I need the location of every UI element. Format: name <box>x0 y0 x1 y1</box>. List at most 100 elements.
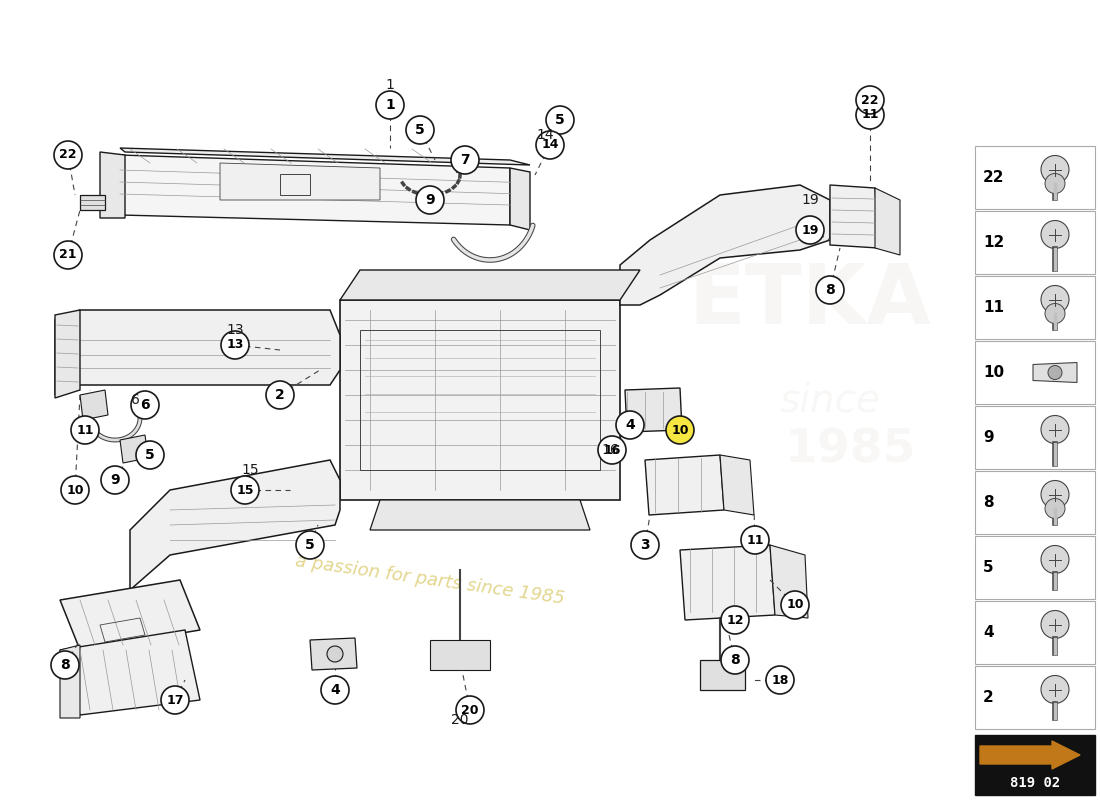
Text: 15: 15 <box>236 483 254 497</box>
Circle shape <box>1048 366 1062 379</box>
Circle shape <box>720 606 749 634</box>
Circle shape <box>1045 303 1065 323</box>
Circle shape <box>451 146 478 174</box>
Circle shape <box>60 476 89 504</box>
Circle shape <box>1041 415 1069 443</box>
Circle shape <box>72 416 99 444</box>
Text: 819 02: 819 02 <box>1010 776 1060 790</box>
Text: 9: 9 <box>110 473 120 487</box>
Text: 10: 10 <box>671 423 689 437</box>
Text: 1985: 1985 <box>784 427 915 473</box>
Circle shape <box>666 416 694 444</box>
Text: 1: 1 <box>386 78 395 92</box>
Circle shape <box>598 436 626 464</box>
Polygon shape <box>340 300 620 500</box>
Polygon shape <box>55 310 80 398</box>
Circle shape <box>416 186 444 214</box>
Polygon shape <box>645 455 724 515</box>
Circle shape <box>856 86 884 114</box>
Polygon shape <box>60 645 80 718</box>
Polygon shape <box>830 185 878 248</box>
Text: 9: 9 <box>426 193 434 207</box>
Text: 8: 8 <box>825 283 835 297</box>
Circle shape <box>221 331 249 359</box>
Text: 10: 10 <box>66 483 84 497</box>
Polygon shape <box>340 270 640 300</box>
Circle shape <box>1045 498 1065 518</box>
Text: 4: 4 <box>983 625 993 640</box>
Text: 9: 9 <box>983 430 993 445</box>
Circle shape <box>1041 286 1069 314</box>
Text: 21: 21 <box>59 249 77 262</box>
Text: 11: 11 <box>746 534 763 546</box>
FancyArrow shape <box>980 741 1080 769</box>
Text: 5: 5 <box>983 560 993 575</box>
Circle shape <box>546 106 574 134</box>
Text: 19: 19 <box>801 193 818 207</box>
Polygon shape <box>55 310 340 395</box>
Circle shape <box>781 591 808 619</box>
Circle shape <box>101 466 129 494</box>
Circle shape <box>1045 174 1065 194</box>
Text: 14: 14 <box>536 128 553 142</box>
Text: 8: 8 <box>730 653 740 667</box>
Text: 5: 5 <box>145 448 155 462</box>
Text: 13: 13 <box>227 338 244 351</box>
Polygon shape <box>120 435 148 463</box>
Text: 5: 5 <box>305 538 315 552</box>
Circle shape <box>816 276 844 304</box>
Circle shape <box>1041 610 1069 638</box>
Text: 19: 19 <box>801 223 818 237</box>
Polygon shape <box>620 185 830 305</box>
Circle shape <box>54 141 82 169</box>
Polygon shape <box>60 630 200 715</box>
Polygon shape <box>700 660 745 690</box>
Circle shape <box>796 216 824 244</box>
Text: 5: 5 <box>415 123 425 137</box>
Circle shape <box>161 686 189 714</box>
Text: 2: 2 <box>275 388 285 402</box>
Circle shape <box>266 381 294 409</box>
FancyBboxPatch shape <box>975 735 1094 795</box>
Circle shape <box>1041 481 1069 509</box>
Polygon shape <box>120 155 510 225</box>
Text: since: since <box>780 381 880 419</box>
Text: 10: 10 <box>786 598 804 611</box>
Polygon shape <box>80 195 104 210</box>
Text: 12: 12 <box>983 235 1004 250</box>
Text: 14: 14 <box>541 138 559 151</box>
Circle shape <box>376 91 404 119</box>
Circle shape <box>406 116 434 144</box>
Text: 4: 4 <box>330 683 340 697</box>
Circle shape <box>54 241 82 269</box>
Circle shape <box>131 391 160 419</box>
Polygon shape <box>310 638 358 670</box>
Circle shape <box>1041 546 1069 574</box>
Polygon shape <box>80 390 108 420</box>
Polygon shape <box>100 152 125 218</box>
Circle shape <box>136 441 164 469</box>
Circle shape <box>1041 675 1069 703</box>
Circle shape <box>536 131 564 159</box>
Text: 6: 6 <box>140 398 150 412</box>
Polygon shape <box>120 148 530 165</box>
Polygon shape <box>770 545 808 618</box>
Text: 7: 7 <box>460 153 470 167</box>
Text: 17: 17 <box>166 694 184 706</box>
Text: ETKA: ETKA <box>689 259 932 341</box>
Text: 1: 1 <box>385 98 395 112</box>
Text: 20: 20 <box>451 713 469 727</box>
Text: 16: 16 <box>601 443 619 457</box>
Text: 16: 16 <box>603 443 620 457</box>
Text: 20: 20 <box>461 703 478 717</box>
Circle shape <box>327 646 343 662</box>
Circle shape <box>1041 221 1069 249</box>
Text: a passion for parts since 1985: a passion for parts since 1985 <box>294 552 565 608</box>
Polygon shape <box>720 455 754 515</box>
Circle shape <box>456 696 484 724</box>
Text: 11: 11 <box>76 423 94 437</box>
Text: 22: 22 <box>983 170 1004 185</box>
Circle shape <box>616 411 644 439</box>
Polygon shape <box>1033 362 1077 382</box>
Text: 10: 10 <box>983 365 1004 380</box>
